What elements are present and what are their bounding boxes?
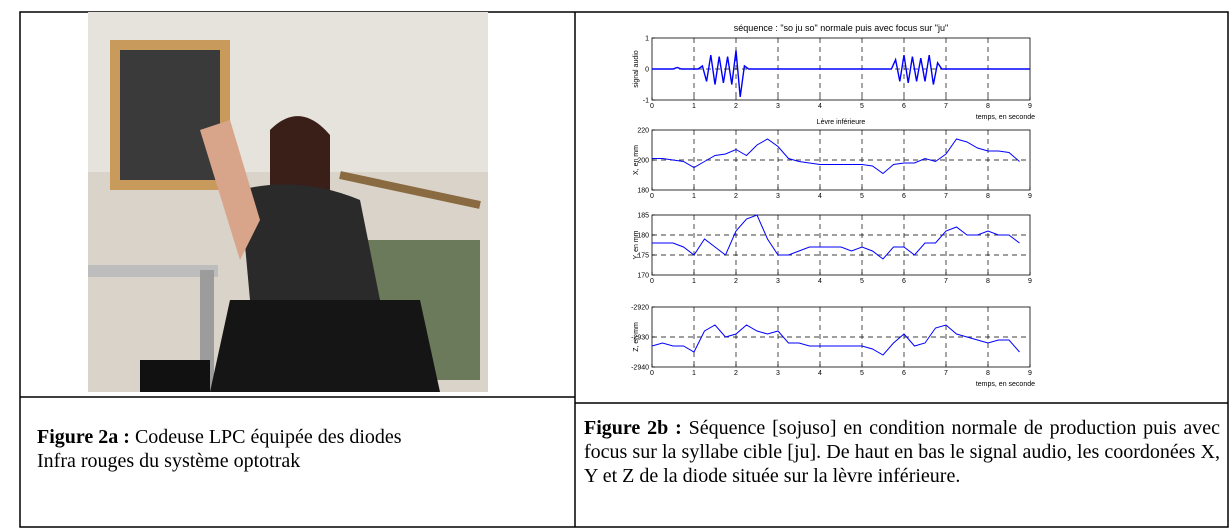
y-tick-label: -2930 [631,335,649,342]
y-axis-label: Y, en mm [633,230,640,259]
x-tick-label: 0 [650,103,654,110]
x-tick-label: 4 [818,193,822,200]
y-tick-label: 220 [637,128,649,135]
x-axis-label: temps, en seconde [976,114,1035,121]
x-tick-label: 3 [776,103,780,110]
x-tick-label: 9 [1028,103,1032,110]
x-tick-label: 7 [944,103,948,110]
y-tick-label: -2920 [631,305,649,312]
y-axis-label: X, en mm [633,145,640,175]
y-tick-label: 0 [645,67,649,74]
x-tick-label: 8 [986,103,990,110]
x-tick-label: 4 [818,278,822,285]
x-tick-label: 4 [818,103,822,110]
chart-title: séquence : "so ju so" normale puis avec … [734,23,948,33]
x-tick-label: 2 [734,370,738,377]
y-tick-label: 175 [637,253,649,260]
x-tick-label: 8 [986,193,990,200]
x-tick-label: 9 [1028,278,1032,285]
x-tick-label: 8 [986,278,990,285]
y-tick-label: -1 [643,98,649,105]
x-tick-label: 5 [860,193,864,200]
x-tick-label: 3 [776,278,780,285]
caption-text: Séquence [sojuso] en condition normale d… [584,417,1220,487]
x-tick-label: 7 [944,278,948,285]
x-tick-label: 7 [944,370,948,377]
x-tick-label: 7 [944,193,948,200]
x-tick-label: 9 [1028,193,1032,200]
data-line [652,50,1030,97]
x-tick-label: 9 [1028,370,1032,377]
x-tick-label: 1 [692,103,696,110]
caption-text: Infra rouges du système optotrak [37,450,301,472]
caption-text: Codeuse LPC équipée des diodes [134,426,402,448]
y-tick-label: 200 [637,158,649,165]
x-tick-label: 6 [902,103,906,110]
y-tick-label: 1 [645,36,649,43]
data-line [652,138,1020,175]
data-line [651,324,1020,356]
x-tick-label: 0 [650,278,654,285]
x-tick-label: 0 [650,370,654,377]
axes-box [651,214,1031,276]
y-tick-label: 185 [637,213,649,220]
x-tick-label: 6 [902,370,906,377]
photo [88,12,488,392]
x-tick-label: 0 [650,193,654,200]
x-tick-label: 6 [902,193,906,200]
y-tick-label: 170 [637,273,649,280]
y-axis-label: signal audio [633,50,640,87]
caption: Figure 2b : Séquence [sojuso] en conditi… [584,416,1220,488]
caption-label: Figure 2a : [37,426,130,448]
x-tick-label: 1 [692,278,696,285]
x-tick-label: 3 [776,193,780,200]
y-tick-label: 180 [637,233,649,240]
x-tick-label: 1 [692,193,696,200]
x-tick-label: 2 [734,278,738,285]
y-axis-label: Z, en mm [633,322,640,352]
x-tick-label: 1 [692,370,696,377]
data-line [652,214,1020,260]
y-tick-label: -2940 [631,365,649,372]
caption: Figure 2a : Codeuse LPC équipée des diod… [37,425,557,473]
caption-label: Figure 2b : [584,417,682,439]
x-tick-label: 5 [860,370,864,377]
x-tick-label: 2 [734,193,738,200]
x-axis-label: temps, en seconde [976,381,1035,388]
x-tick-label: 5 [860,103,864,110]
x-tick-label: 2 [734,103,738,110]
x-tick-label: 8 [986,370,990,377]
subplot-title: Lèvre inférieure [817,119,866,126]
x-tick-label: 6 [902,278,906,285]
x-tick-label: 5 [860,278,864,285]
x-tick-label: 3 [776,370,780,377]
y-tick-label: 180 [637,188,649,195]
x-tick-label: 4 [818,370,822,377]
